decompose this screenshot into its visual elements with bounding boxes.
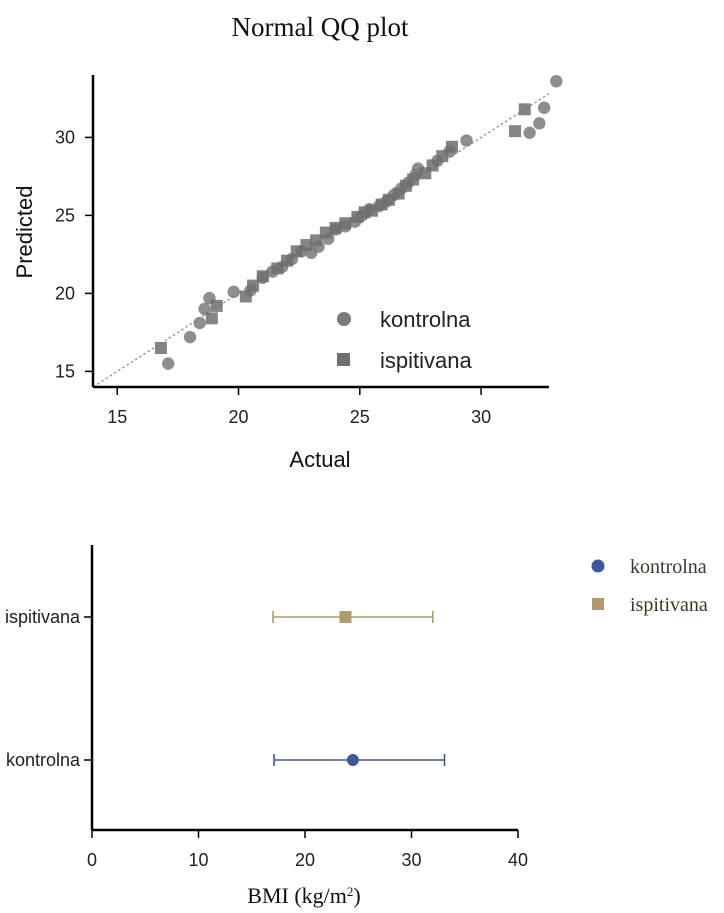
data-point-kontrolna [523,126,536,139]
data-point-kontrolna [183,330,197,344]
data-point-ispitivana [509,125,522,138]
legend-square-marker [337,353,350,366]
data-point-kontrolna [227,285,240,299]
qq-legend-label-ispitivana: ispitivana [380,348,472,373]
data-point-ispitivana [247,279,260,292]
mean-marker-ispitivana [339,611,352,623]
data-point-ispitivana [271,262,284,275]
qq-y-ticks: 15 20 25 30 [55,127,93,381]
legend-circle-marker [337,312,351,326]
data-point-ispitivana [239,290,252,303]
data-point-ispitivana [382,193,395,206]
mean-marker-kontrolna [346,754,359,766]
data-point-ispitivana [518,103,531,116]
y-tick-label: 15 [55,361,75,381]
qq-legend: kontrolna ispitivana [337,307,472,373]
x-tick-label: 20 [295,850,315,870]
x-tick-label: 25 [350,407,370,427]
bmi-errorbar-chart: 0 10 20 30 40 ispitivana kontrolna BMI (kg/m2… [5,545,708,908]
y-category-label: ispitivana [5,607,81,627]
data-point-ispitivana [445,140,458,153]
y-tick-label: 30 [55,127,75,147]
bmi-legend-label-ispitivana: ispitivana [630,594,708,616]
y-tick-label: 20 [55,283,75,303]
data-point-ispitivana [154,342,167,354]
data-point-ispitivana [426,159,439,172]
data-point-kontrolna [550,75,563,88]
data-point-kontrolna [193,316,206,330]
data-point-ispitivana [329,221,342,234]
data-point-kontrolna [198,302,211,316]
x-tick-label: 20 [229,407,249,427]
data-point-ispitivana [210,299,223,312]
qq-x-axis-title: Actual [289,447,350,472]
bmi-error-bars: ispitivana kontrolna [5,607,446,770]
data-point-kontrolna [537,101,551,114]
qq-legend-label-kontrolna: kontrolna [380,307,471,332]
data-point-ispitivana [290,245,303,258]
qq-y-axis-title: Predicted [12,186,37,279]
data-point-ispitivana [365,204,378,217]
data-point-ispitivana [281,254,294,267]
data-point-kontrolna [533,117,546,130]
y-category-label: kontrolna [6,750,81,770]
qq-points [154,75,563,370]
x-tick-label: 30 [471,407,491,427]
legend-square-marker [592,598,604,610]
qq-x-ticks: 15 20 25 30 [107,387,491,427]
bmi-legend-label-kontrolna: kontrolna [630,556,707,578]
bmi-x-axis-title: BMI (kg/m2) [247,883,360,908]
data-point-kontrolna [460,134,473,147]
y-tick-label: 25 [55,205,75,225]
data-point-ispitivana [339,217,352,230]
data-point-ispitivana [310,234,323,247]
legend-circle-marker [591,559,605,573]
x-tick-label: 15 [107,407,127,427]
data-point-ispitivana [407,173,420,186]
qq-title: Normal QQ plot [232,12,409,42]
data-point-ispitivana [300,239,313,252]
data-point-ispitivana [205,312,218,325]
bmi-x-ticks: 0 10 20 30 40 [87,830,528,870]
data-point-ispitivana [256,270,269,283]
data-point-ispitivana [436,150,449,163]
x-tick-label: 10 [188,850,208,870]
data-point-ispitivana [319,226,332,239]
bmi-legend: kontrolna ispitivana [591,556,708,616]
x-tick-label: 30 [401,850,421,870]
data-point-kontrolna [161,357,175,370]
x-tick-label: 0 [87,850,97,870]
x-tick-label: 40 [508,850,528,870]
